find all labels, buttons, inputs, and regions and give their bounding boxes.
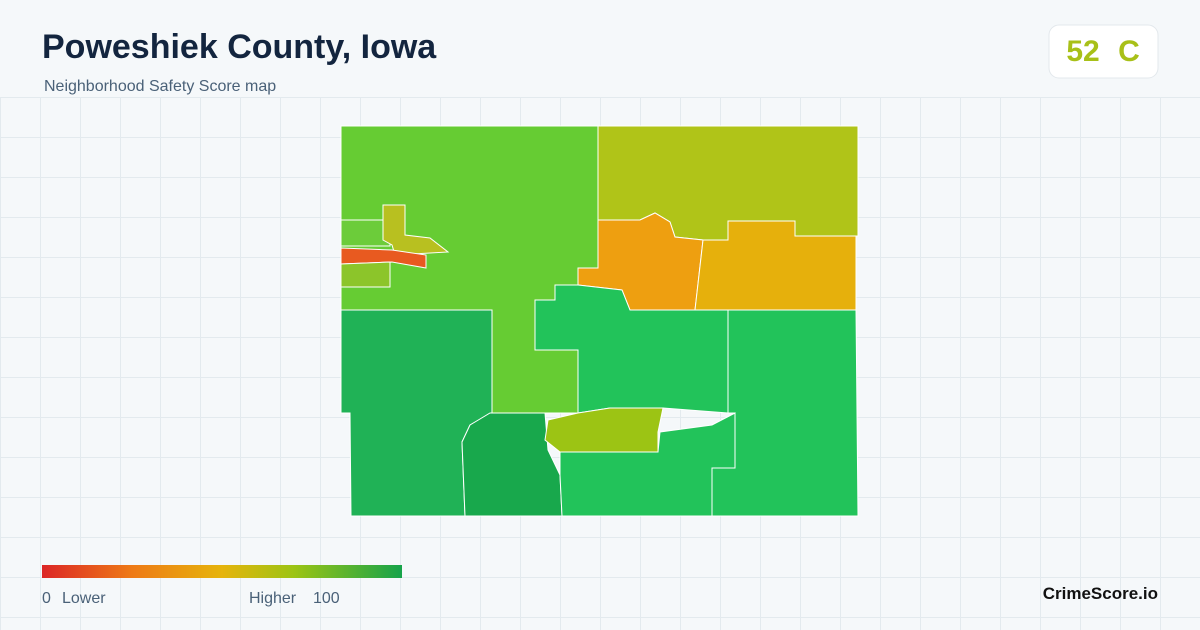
region (544, 407, 664, 453)
legend-min-label: Lower (62, 590, 106, 607)
legend-max-label: Higher (249, 590, 297, 607)
legend-max: 100 (313, 590, 340, 607)
region (711, 309, 859, 517)
region (559, 412, 736, 517)
score-badge (1048, 24, 1159, 79)
legend-min: 0 (42, 590, 51, 607)
region (340, 261, 391, 288)
subtitle: Neighborhood Safety Score map (44, 78, 276, 95)
grade: C (1118, 35, 1140, 68)
brand: CrimeScore.io (1043, 584, 1158, 603)
legend-bar (42, 565, 402, 578)
region (340, 219, 391, 247)
region (382, 204, 450, 256)
score: 52 (1066, 35, 1099, 68)
title: Poweshiek County, Iowa (42, 28, 437, 66)
map (340, 125, 859, 517)
